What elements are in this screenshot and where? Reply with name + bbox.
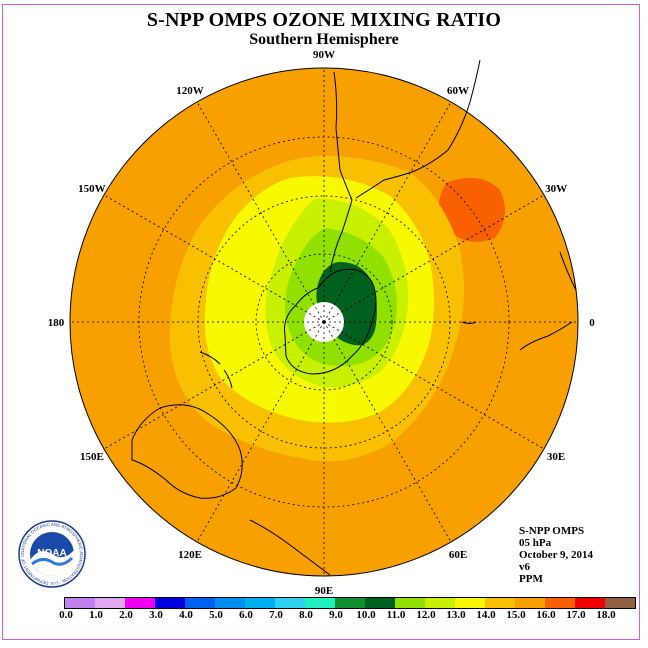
- ozone-contour-fills: [70, 68, 578, 576]
- colorbar-tick-label: 17.0: [566, 609, 586, 621]
- colorbar-tick-label: 12.0: [416, 609, 436, 621]
- map-border-circle: [69, 67, 579, 577]
- colorbar-segment: [365, 598, 395, 608]
- colorbar-segment: [425, 598, 455, 608]
- colorbar-segment: [155, 598, 185, 608]
- longitude-labels: 90W 60W 30W 0 30E 60E 90E 120E 150E 180 150W 120W: [48, 49, 596, 597]
- colorbar-segment: [215, 598, 245, 608]
- dataset-info: S-NPP OMPS 05 hPa October 9, 2014 v6 PPM: [519, 525, 593, 585]
- colorbar-tick-label: 15.0: [506, 609, 526, 621]
- coastlines: [131, 59, 577, 576]
- south-america-coast: [333, 59, 481, 201]
- contour-16-region: [438, 177, 505, 242]
- colorbar-tick-label: 5.0: [209, 609, 223, 621]
- new-zealand-coast: [199, 351, 233, 389]
- antarctic-peninsula-coast: [329, 199, 353, 273]
- colorbar-tick-label: 1.0: [89, 609, 103, 621]
- info-line-pressure: 05 hPa: [519, 537, 552, 549]
- meridian-2: [323, 194, 545, 323]
- longitude-label: 60W: [447, 85, 469, 97]
- colorbar-tick-label: 4.0: [179, 609, 193, 621]
- longitude-label: 150E: [80, 451, 104, 463]
- longitude-label: 60E: [449, 549, 467, 561]
- colorbar-segment: [95, 598, 125, 608]
- noaa-logo-text: NOAA: [37, 548, 66, 559]
- colorbar-tick-label: 11.0: [386, 609, 406, 621]
- longitude-label: 0: [589, 317, 595, 329]
- meridian-5: [323, 321, 452, 543]
- colorbar-segment: [125, 598, 155, 608]
- colorbar-segment: [245, 598, 275, 608]
- colorbar-tick-label: 2.0: [119, 609, 133, 621]
- info-line-units: PPM: [519, 573, 543, 585]
- meridian-8: [103, 321, 325, 450]
- lat-lon-grid: [69, 67, 579, 577]
- longitude-label: 90W: [313, 49, 335, 61]
- colorbar-tick-label: 18.0: [596, 609, 616, 621]
- latitude-circle-1: [255, 253, 393, 391]
- noaa-logo: NOAA NATIONAL OCEANIC AND ATMOSPHERIC AD…: [16, 516, 86, 588]
- colorbar-segment: [575, 598, 605, 608]
- south-georgia-coast: [461, 321, 477, 324]
- longitude-label: 90E: [315, 585, 333, 597]
- antarctica-coast: [284, 268, 377, 375]
- colorbar-tick-label: 6.0: [239, 609, 253, 621]
- colorbar-segment: [605, 598, 635, 608]
- colorbar-segment: [455, 598, 485, 608]
- colorbar-segment: [485, 598, 515, 608]
- colorbar-tick-label: 0.0: [59, 609, 73, 621]
- africa-coast: [519, 251, 577, 351]
- colorbar-tick-label: 14.0: [476, 609, 496, 621]
- colorbar-segment: [335, 598, 365, 608]
- longitude-label: 150W: [78, 183, 106, 195]
- colorbar-segment: [185, 598, 215, 608]
- colorbar-tick-label: 3.0: [149, 609, 163, 621]
- longitude-label: 30W: [545, 183, 567, 195]
- info-line-date: October 9, 2014: [519, 549, 594, 561]
- longitude-label: 120E: [178, 549, 202, 561]
- colorbar-tick-label: 13.0: [446, 609, 466, 621]
- meridian-1: [323, 101, 452, 323]
- indonesia-coast: [249, 519, 331, 576]
- colorbar-tick-label: 9.0: [329, 609, 343, 621]
- colorbar-tick-label: 10.0: [356, 609, 376, 621]
- colorbar-segment: [305, 598, 335, 608]
- info-line-version: v6: [519, 561, 530, 573]
- info-line-instrument: S-NPP OMPS: [519, 525, 585, 537]
- meridian-7: [196, 321, 325, 543]
- colorbar-tick-label: 7.0: [269, 609, 283, 621]
- meridian-10: [103, 194, 325, 323]
- longitude-label: 120W: [176, 85, 204, 97]
- colorbar-segment: [65, 598, 95, 608]
- colorbar-tick-label: 8.0: [299, 609, 313, 621]
- colorbar-segment: [515, 598, 545, 608]
- figure-frame: [2, 4, 640, 640]
- colorbar: [64, 597, 636, 609]
- meridian-11: [196, 101, 325, 323]
- colorbar-segment: [275, 598, 305, 608]
- meridian-4: [323, 321, 545, 450]
- longitude-label: 180: [48, 317, 65, 329]
- map-subtitle: Southern Hemisphere: [249, 31, 399, 48]
- australia-coast: [131, 404, 243, 499]
- longitude-label: 30E: [547, 451, 565, 463]
- map-title: S-NPP OMPS OZONE MIXING RATIO: [146, 9, 502, 31]
- colorbar-tick-label: 16.0: [536, 609, 556, 621]
- colorbar-segment: [545, 598, 575, 608]
- colorbar-segment: [395, 598, 425, 608]
